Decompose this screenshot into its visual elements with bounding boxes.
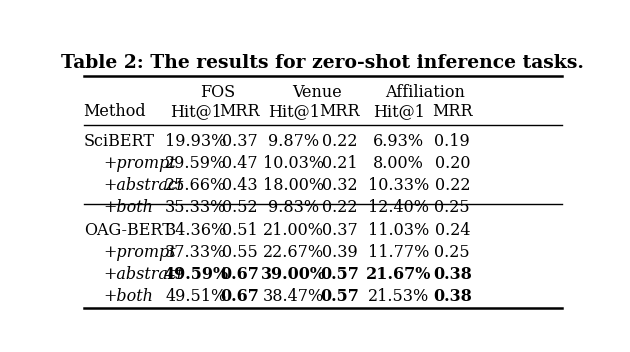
Text: +both: +both: [103, 199, 153, 216]
Text: 0.22: 0.22: [322, 199, 358, 216]
Text: 0.22: 0.22: [435, 177, 470, 194]
Text: Hit@1: Hit@1: [170, 103, 222, 120]
Text: 19.93%: 19.93%: [165, 133, 227, 150]
Text: +prompt: +prompt: [103, 244, 176, 261]
Text: 38.47%: 38.47%: [263, 288, 324, 305]
Text: 11.77%: 11.77%: [368, 244, 429, 261]
Text: 0.25: 0.25: [435, 244, 470, 261]
Text: +both: +both: [103, 288, 153, 305]
Text: SciBERT: SciBERT: [84, 133, 154, 150]
Text: +abstract: +abstract: [103, 266, 183, 283]
Text: 10.33%: 10.33%: [368, 177, 429, 194]
Text: MRR: MRR: [432, 103, 472, 120]
Text: 0.51: 0.51: [222, 221, 258, 239]
Text: 18.00%: 18.00%: [263, 177, 324, 194]
Text: 0.57: 0.57: [321, 266, 359, 283]
Text: 0.67: 0.67: [220, 288, 260, 305]
Text: 9.87%: 9.87%: [268, 133, 319, 150]
Text: MRR: MRR: [319, 103, 360, 120]
Text: 49.51%: 49.51%: [165, 288, 227, 305]
Text: 35.33%: 35.33%: [165, 199, 227, 216]
Text: 6.93%: 6.93%: [373, 133, 424, 150]
Text: 0.43: 0.43: [222, 177, 258, 194]
Text: 0.39: 0.39: [322, 244, 358, 261]
Text: 0.67: 0.67: [220, 266, 260, 283]
Text: 0.52: 0.52: [222, 199, 258, 216]
Text: 0.21: 0.21: [322, 155, 358, 172]
Text: 21.67%: 21.67%: [366, 266, 432, 283]
Text: Hit@1: Hit@1: [268, 103, 319, 120]
Text: 21.53%: 21.53%: [368, 288, 429, 305]
Text: 39.00%: 39.00%: [261, 266, 326, 283]
Text: OAG-BERT: OAG-BERT: [84, 221, 173, 239]
Text: 8.00%: 8.00%: [373, 155, 424, 172]
Text: 0.19: 0.19: [435, 133, 470, 150]
Text: 10.03%: 10.03%: [263, 155, 324, 172]
Text: Table 2: The results for zero-shot inference tasks.: Table 2: The results for zero-shot infer…: [62, 55, 584, 73]
Text: 0.24: 0.24: [435, 221, 470, 239]
Text: 37.33%: 37.33%: [165, 244, 227, 261]
Text: 0.38: 0.38: [433, 266, 472, 283]
Text: 0.38: 0.38: [433, 288, 472, 305]
Text: 0.47: 0.47: [222, 155, 258, 172]
Text: 29.59%: 29.59%: [165, 155, 227, 172]
Text: 12.40%: 12.40%: [368, 199, 429, 216]
Text: 25.66%: 25.66%: [165, 177, 227, 194]
Text: 0.25: 0.25: [435, 199, 470, 216]
Text: +abstract: +abstract: [103, 177, 183, 194]
Text: 21.00%: 21.00%: [263, 221, 324, 239]
Text: 0.32: 0.32: [322, 177, 358, 194]
Text: 0.22: 0.22: [322, 133, 358, 150]
Text: Venue: Venue: [292, 84, 341, 101]
Text: Method: Method: [84, 103, 146, 120]
Text: 34.36%: 34.36%: [165, 221, 227, 239]
Text: 0.57: 0.57: [321, 288, 359, 305]
Text: MRR: MRR: [220, 103, 260, 120]
Text: +prompt: +prompt: [103, 155, 176, 172]
Text: 0.20: 0.20: [435, 155, 470, 172]
Text: 0.55: 0.55: [222, 244, 258, 261]
Text: Affiliation: Affiliation: [386, 84, 466, 101]
Text: Hit@1: Hit@1: [372, 103, 425, 120]
Text: 49.59%: 49.59%: [163, 266, 229, 283]
Text: 0.37: 0.37: [222, 133, 258, 150]
Text: 11.03%: 11.03%: [368, 221, 429, 239]
Text: 9.83%: 9.83%: [268, 199, 319, 216]
Text: FOS: FOS: [200, 84, 236, 101]
Text: 0.37: 0.37: [322, 221, 358, 239]
Text: 22.67%: 22.67%: [263, 244, 324, 261]
